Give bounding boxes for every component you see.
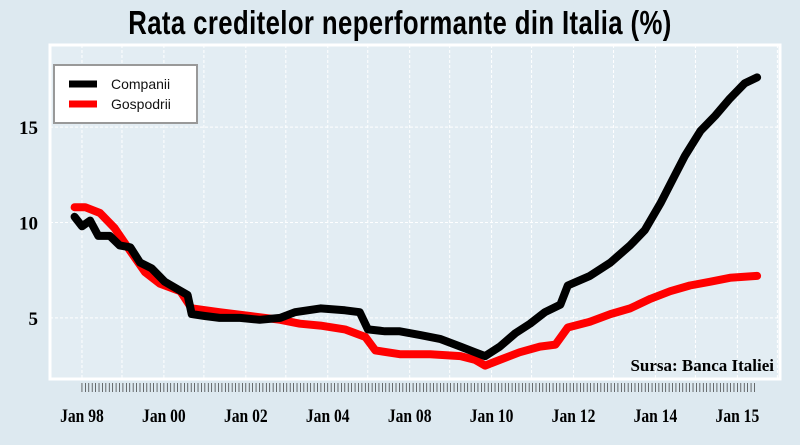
y-tick-label: 10: [19, 213, 38, 234]
series-line-gospodrii: [70, 203, 762, 370]
x-tick-label: Jan 15: [716, 406, 760, 427]
x-tick-label: Jan 98: [60, 406, 104, 427]
x-tick-label: Jan 04: [306, 406, 350, 427]
x-tick-label: Jan 10: [470, 406, 514, 427]
x-tick-label: Jan 02: [224, 406, 268, 427]
x-tick-label: Jan 08: [388, 406, 432, 427]
y-tick-label: 15: [19, 118, 38, 139]
chart-title: Rata creditelor neperformante din Italia…: [128, 4, 672, 41]
y-tick-label: 5: [29, 309, 39, 330]
series-line-companii: [70, 73, 762, 361]
x-tick-label: Jan 12: [552, 406, 596, 427]
source-note: Sursa: Banca Italiei: [630, 356, 774, 375]
legend-label: Gospodrii: [111, 96, 171, 112]
legend-label: Companii: [111, 76, 170, 92]
x-tick-label: Jan 14: [634, 406, 678, 427]
legend: [53, 64, 198, 124]
x-tick-label: Jan 00: [142, 406, 186, 427]
